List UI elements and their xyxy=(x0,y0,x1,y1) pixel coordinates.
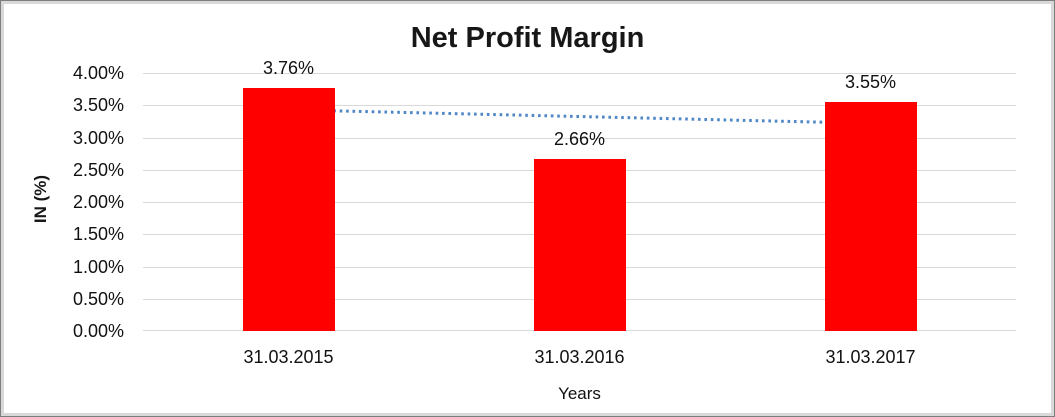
y-axis-tick-labels: 0.00% 0.50% 1.00% 1.50% 2.00% 2.50% 3.00% 3.50%… xyxy=(1,63,124,341)
x-axis-title: Years xyxy=(558,384,601,403)
bar-value-label: 2.66% xyxy=(553,129,606,150)
bar-31.03.2015 xyxy=(242,88,335,331)
y-tick-label: 4.00% xyxy=(72,63,124,83)
x-tick-label: 31.03.2017 xyxy=(825,347,916,367)
x-axis-tick-labels: 31.03.2015 31.03.2016 31.03.2017 xyxy=(143,331,1016,371)
y-tick-label: 1.00% xyxy=(72,256,124,277)
bar-31.03.2016 xyxy=(533,159,626,331)
gridline xyxy=(143,73,1016,74)
bar-value-label: 3.76% xyxy=(262,58,315,79)
plot-area: 3.76% 2.66% 3.55% xyxy=(143,58,1016,331)
chart-title: Net Profit Margin xyxy=(410,22,645,54)
y-tick-label: 3.50% xyxy=(72,95,124,116)
y-tick-label: 0.00% xyxy=(72,321,124,341)
y-tick-label: 2.00% xyxy=(72,192,124,212)
y-tick-label: 3.00% xyxy=(72,127,124,148)
y-tick-label: 0.50% xyxy=(72,288,124,309)
trendline-line xyxy=(288,108,871,125)
gridline xyxy=(143,105,1016,107)
bar-value-label: 3.55% xyxy=(844,72,897,93)
x-tick-label: 31.03.2016 xyxy=(534,347,625,367)
x-tick-label: 31.03.2015 xyxy=(243,347,334,367)
bar-31.03.2017 xyxy=(824,102,917,331)
gridline xyxy=(143,137,1016,139)
y-tick-label: 2.50% xyxy=(72,159,124,180)
y-tick-label: 1.50% xyxy=(72,224,124,245)
